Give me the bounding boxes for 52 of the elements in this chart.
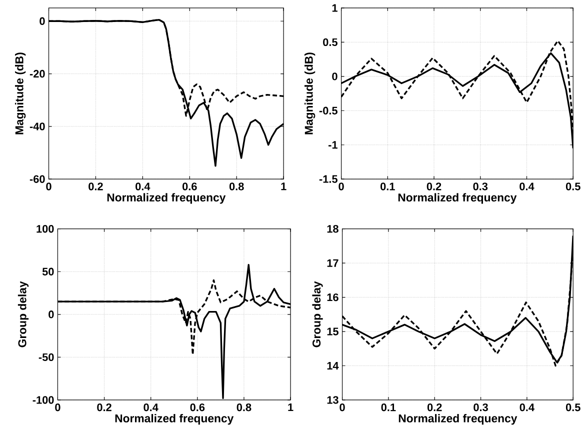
x-tick-label: 0.5	[566, 182, 580, 190]
y-tick-label: 14	[327, 362, 339, 370]
y-axis-title: Group delay	[312, 281, 323, 348]
x-tick-label: 1	[288, 404, 294, 412]
x-tick-label: 0.4	[520, 404, 534, 412]
y-tick-label: 13	[327, 396, 338, 404]
x-axis-title: Normalized frequency	[398, 414, 518, 425]
x-tick-label: 0.4	[144, 404, 158, 412]
y-tick-label: 18	[327, 225, 338, 233]
x-tick-label: 0.1	[381, 404, 396, 412]
x-axis-title: Normalized frequency	[107, 193, 226, 204]
y-tick-label: 0	[48, 310, 54, 318]
x-tick-label: 1	[281, 182, 286, 190]
y-tick-label: -20	[30, 70, 45, 78]
x-tick-label: 0	[55, 404, 60, 412]
x-axis-title: Normalized frequency	[398, 193, 517, 204]
y-tick-label: -60	[30, 175, 45, 184]
x-tick-label: 0	[340, 404, 345, 412]
y-axis-title: Magnitude (dB)	[15, 52, 26, 134]
y-axis-title: Group delay	[18, 281, 29, 348]
x-tick-label: 0.1	[380, 182, 395, 190]
x-tick-label: 0.6	[182, 182, 197, 190]
y-tick-label: -1	[328, 141, 338, 149]
y-tick-label: -40	[30, 122, 45, 130]
x-tick-label: 0.3	[473, 182, 488, 190]
x-tick-label: 0.2	[426, 182, 442, 190]
y-tick-label: 100	[36, 225, 54, 233]
x-tick-label: 0.5	[566, 404, 580, 412]
y-axis-title: Magnitude (dB)	[304, 52, 316, 134]
x-tick-label: 0.2	[97, 404, 112, 412]
y-tick-label: 15	[327, 328, 338, 336]
x-tick-label: 0	[338, 182, 344, 190]
x-tick-label: 0.8	[236, 404, 252, 412]
y-tick-label: -100	[32, 396, 54, 404]
y-tick-label: 17	[327, 259, 338, 267]
x-tick-label: 0.4	[520, 182, 534, 190]
y-tick-label: 16	[327, 294, 338, 302]
y-tick-label: 0	[332, 72, 338, 80]
x-tick-label: 0.2	[88, 182, 103, 190]
x-axis-title: Normalized frequency	[115, 414, 234, 425]
y-tick-label: 1	[332, 4, 338, 12]
y-tick-label: 0.5	[323, 38, 338, 46]
x-tick-label: 0.2	[427, 404, 442, 412]
y-tick-label: -50	[38, 353, 54, 362]
y-tick-label: -1.5	[319, 175, 338, 183]
x-tick-label: 0.6	[190, 404, 205, 412]
y-tick-label: -0.5	[319, 106, 338, 115]
x-tick-label: 0.3	[474, 404, 488, 412]
x-tick-label: 0.4	[136, 182, 150, 190]
x-tick-label: 0.8	[229, 182, 244, 190]
y-tick-label: 0	[40, 17, 45, 26]
y-tick-label: 50	[42, 268, 54, 276]
